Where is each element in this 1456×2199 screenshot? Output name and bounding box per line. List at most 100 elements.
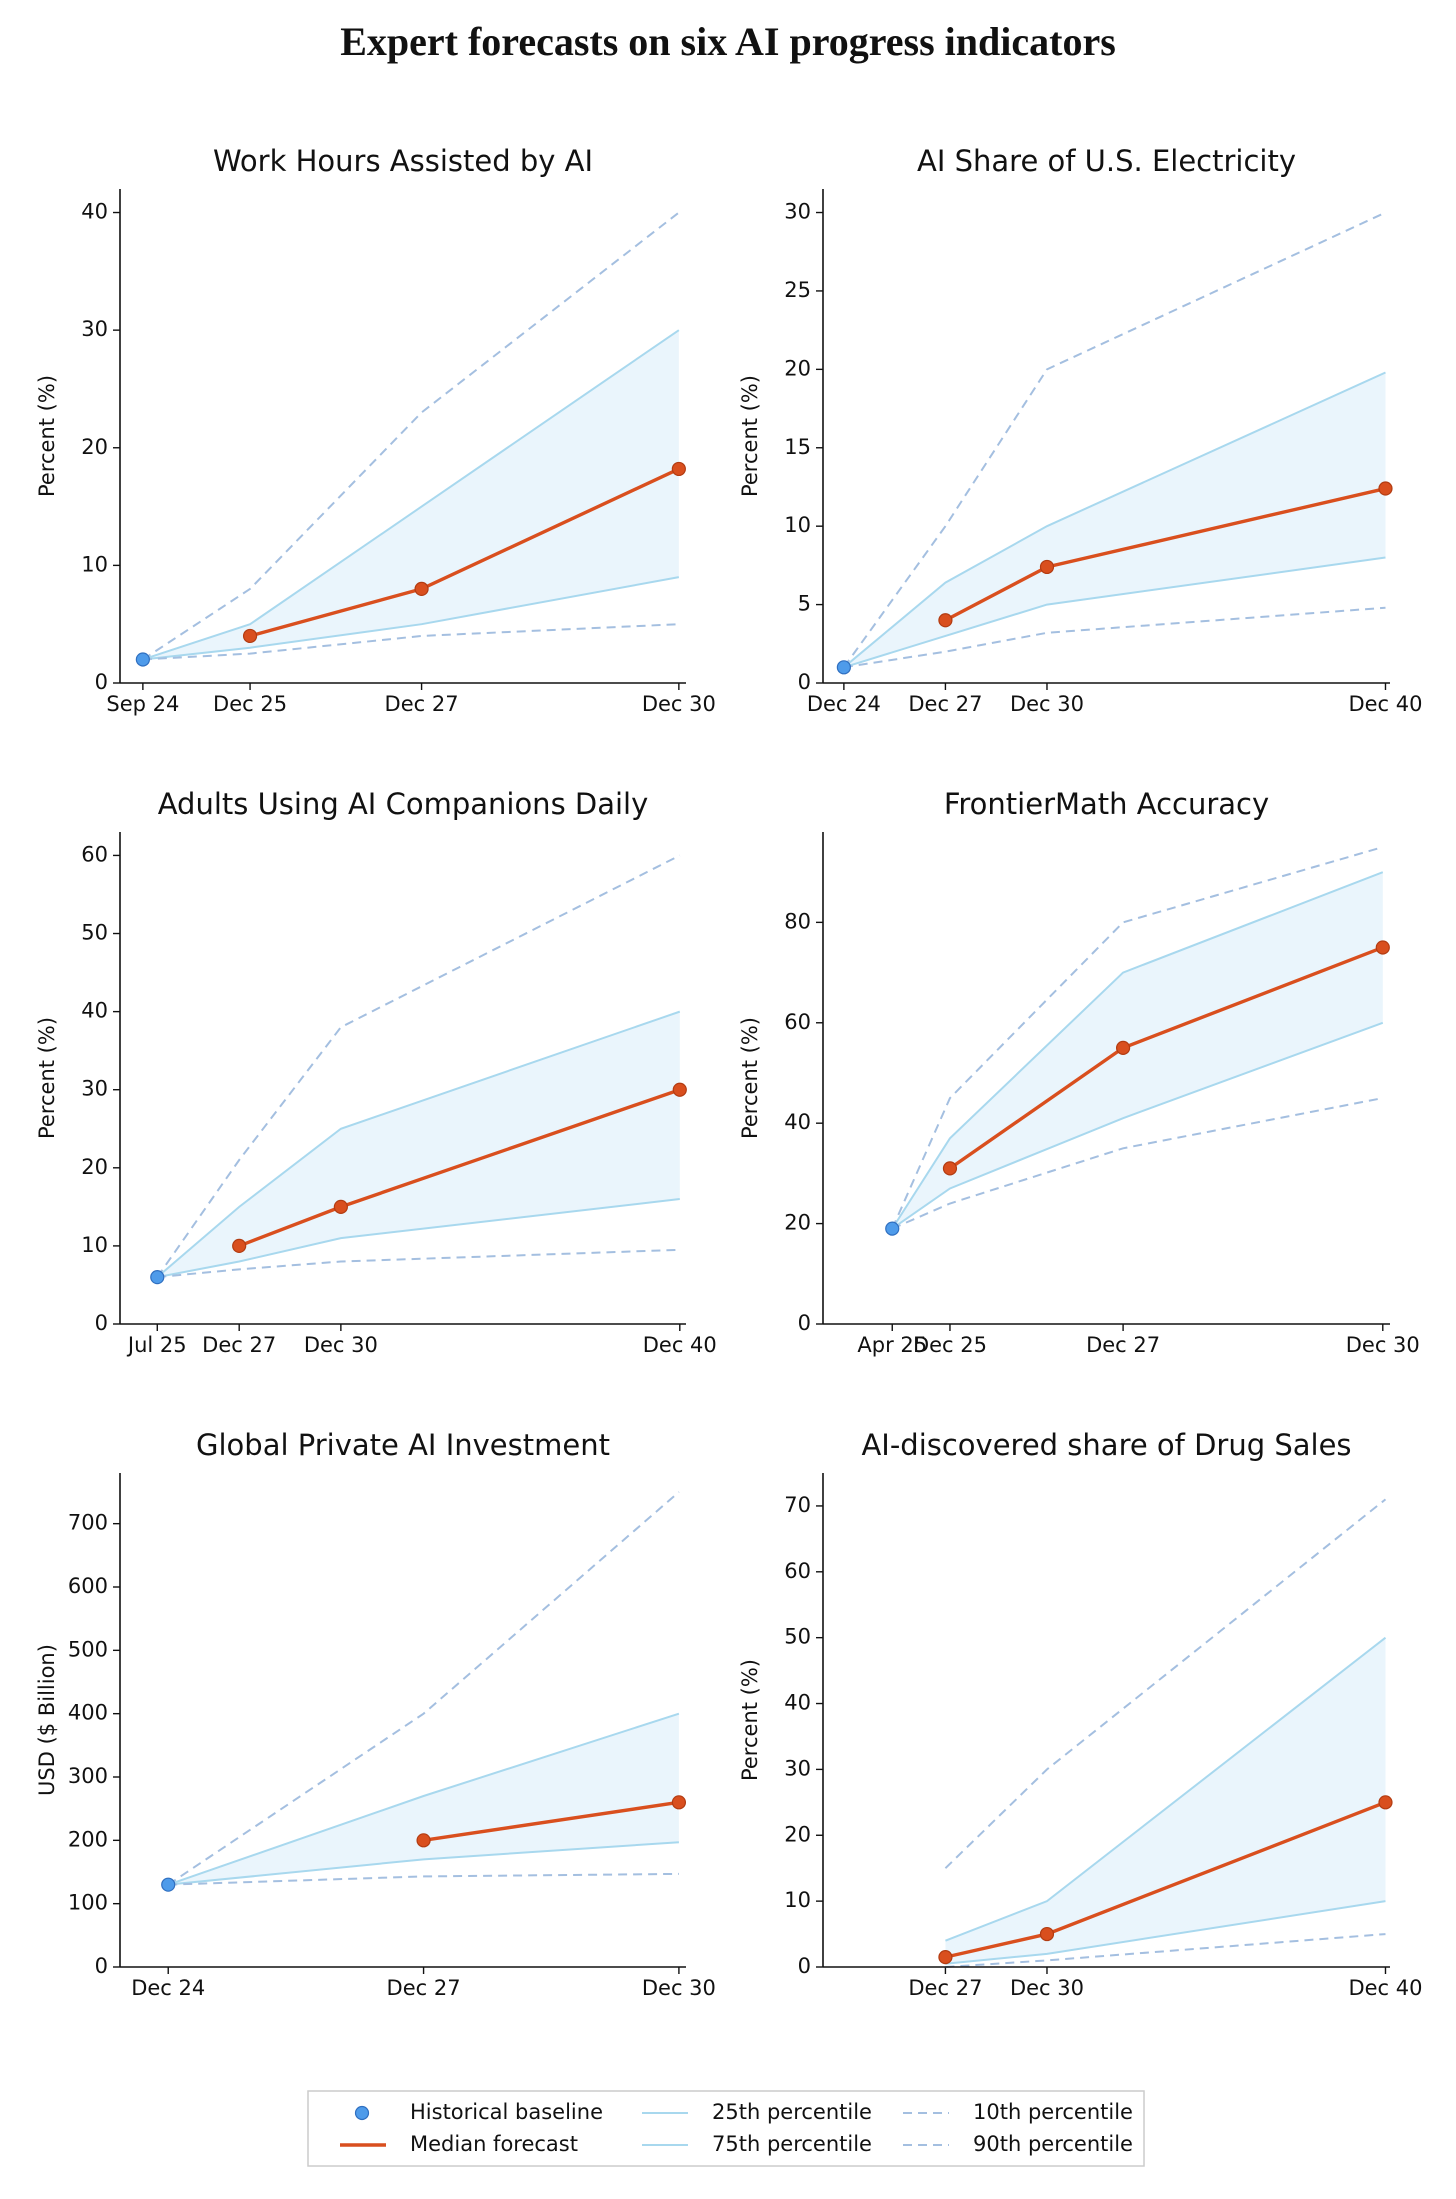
percentile-line — [156, 1010, 681, 1278]
y-tick-label: 30 — [784, 1756, 811, 1780]
y-tick-label: 50 — [784, 1625, 811, 1649]
percentile-line — [168, 1841, 679, 1886]
x-tick-label: Apr 25 — [857, 1333, 927, 1357]
median-point — [1039, 1926, 1055, 1942]
y-axis-label: Percent (%) — [35, 1017, 59, 1139]
x-tick-label: Dec 40 — [1348, 692, 1422, 716]
x-tick-label: Dec 40 — [1348, 1976, 1422, 2000]
y-tick-label: 700 — [68, 1511, 108, 1535]
y-tick-label: 60 — [784, 1559, 811, 1583]
x-tick-label: Dec 30 — [304, 1333, 378, 1357]
x-tick-label: Jul 25 — [126, 1333, 187, 1357]
y-tick-label: 0 — [798, 670, 811, 694]
x-tick-label: Dec 30 — [1346, 1333, 1420, 1357]
y-tick-label: 200 — [68, 1827, 108, 1851]
y-tick-label: 30 — [81, 1077, 108, 1101]
y-tick-label: 0 — [95, 1311, 108, 1335]
y-axis-label: Percent (%) — [738, 375, 762, 497]
percentile-dashed-line — [142, 623, 679, 661]
x-tick-label: Dec 27 — [908, 692, 982, 716]
band-fill — [157, 1011, 680, 1278]
panel-title: AI-discovered share of Drug Sales — [861, 1428, 1351, 1462]
percentile-line — [891, 871, 1384, 1230]
y-tick-label: 300 — [68, 1764, 108, 1788]
percentile-line — [157, 1198, 680, 1279]
band-fill — [168, 1713, 679, 1885]
percentile-line — [891, 1021, 1384, 1230]
y-tick-label: 80 — [784, 909, 811, 933]
median-point — [1039, 559, 1055, 575]
y-tick-label: 100 — [68, 1891, 108, 1915]
y-tick-label: 20 — [784, 1822, 811, 1846]
y-tick-label: 15 — [784, 435, 811, 459]
median-point — [672, 1082, 687, 1097]
median-point — [942, 1161, 958, 1176]
percentile-dashed-line — [944, 1498, 1387, 1869]
baseline-point — [135, 652, 150, 667]
median-point — [938, 613, 953, 628]
baseline-point — [836, 660, 851, 675]
median-point — [416, 1833, 431, 1848]
y-tick-label: 30 — [81, 317, 108, 341]
percentile-dashed-line — [843, 211, 1386, 668]
percentile-dashed-line — [168, 1872, 679, 1886]
percentile-dashed-line — [142, 211, 680, 661]
y-tick-label: 0 — [798, 1311, 811, 1335]
band-fill — [945, 1637, 1386, 1964]
percentile-dashed-line — [891, 1097, 1383, 1230]
legend-box — [307, 2090, 1145, 2167]
x-tick-label: Dec 27 — [387, 1976, 461, 2000]
percentile-line — [945, 1900, 1386, 1965]
percentile-dashed-line — [167, 1491, 680, 1886]
x-tick-label: Dec 25 — [913, 1333, 987, 1357]
y-tick-label: 30 — [784, 200, 811, 224]
band-fill — [892, 872, 1383, 1229]
percentile-dashed-line — [157, 1248, 680, 1279]
y-tick-label: 20 — [784, 1211, 811, 1235]
percentile-dashed-line — [945, 1933, 1386, 1968]
y-tick-label: 50 — [81, 921, 108, 945]
x-tick-label: Dec 30 — [1010, 692, 1084, 716]
y-tick-label: 600 — [68, 1574, 108, 1598]
x-tick-label: Dec 27 — [1086, 1333, 1160, 1357]
median-point — [1115, 1040, 1131, 1055]
percentile-line — [843, 556, 1386, 669]
y-axis-label: Percent (%) — [738, 1659, 762, 1781]
y-tick-label: 60 — [81, 842, 108, 866]
y-tick-label: 20 — [81, 1155, 108, 1179]
x-tick-label: Dec 25 — [213, 692, 287, 716]
y-tick-label: 400 — [68, 1701, 108, 1725]
y-tick-label: 5 — [798, 592, 811, 616]
legend-label: 90th percentile — [973, 2132, 1133, 2156]
median-point — [671, 1795, 687, 1810]
median-point — [414, 581, 429, 597]
x-tick-label: Sep 24 — [106, 692, 179, 716]
median-point — [232, 1238, 247, 1254]
y-tick-label: 10 — [81, 1233, 108, 1257]
y-tick-label: 20 — [784, 356, 811, 380]
y-tick-label: 60 — [784, 1010, 811, 1034]
x-tick-label: Dec 27 — [908, 1976, 982, 2000]
y-tick-label: 500 — [68, 1637, 108, 1661]
median-point — [671, 461, 686, 477]
median-point — [938, 1950, 953, 1965]
y-tick-label: 0 — [95, 670, 108, 694]
percentile-line — [142, 329, 680, 661]
percentile-line — [945, 1636, 1387, 1942]
y-tick-label: 40 — [784, 1691, 811, 1715]
legend-label: Median forecast — [410, 2132, 578, 2156]
y-tick-label: 0 — [798, 1954, 811, 1978]
percentile-line — [142, 576, 680, 661]
median-point — [1378, 1795, 1393, 1810]
x-tick-label: Dec 27 — [385, 692, 459, 716]
percentile-line — [167, 1712, 680, 1886]
percentile-dashed-line — [156, 854, 681, 1278]
y-tick-label: 10 — [784, 1888, 811, 1912]
x-tick-label: Dec 24 — [131, 1976, 205, 2000]
percentile-line — [843, 371, 1386, 669]
x-tick-label: Dec 27 — [202, 1333, 276, 1357]
x-tick-label: Dec 30 — [642, 692, 716, 716]
panel-title: Work Hours Assisted by AI — [213, 144, 593, 178]
panel-title: Adults Using AI Companions Daily — [158, 787, 649, 821]
